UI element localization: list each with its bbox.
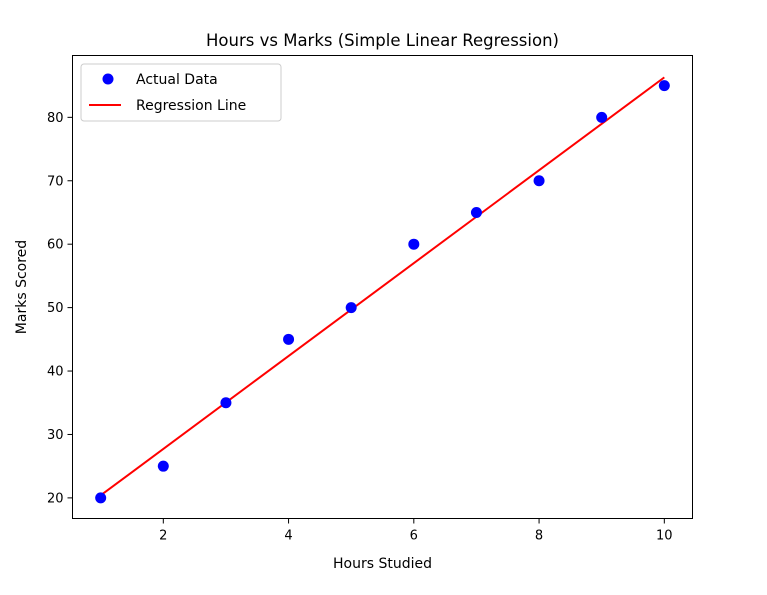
y-axis-label: Marks Scored — [14, 240, 30, 334]
y-tick-label: 20 — [47, 491, 64, 506]
series-layer — [95, 76, 670, 504]
data-point — [220, 397, 232, 409]
y-tick-label: 70 — [47, 174, 64, 189]
x-tick-label: 8 — [535, 529, 543, 544]
y-tick-label: 40 — [47, 365, 64, 380]
x-axis-label: Hours Studied — [333, 556, 432, 572]
data-point — [658, 80, 670, 92]
data-point — [533, 175, 545, 187]
x-tick-label: 2 — [159, 529, 167, 544]
y-tick-label: 50 — [47, 301, 64, 316]
data-point — [345, 302, 357, 314]
data-point — [470, 206, 482, 218]
x-tick-label: 10 — [656, 529, 673, 544]
legend: Actual Data Regression Line — [80, 63, 282, 122]
x-tick-label: 6 — [410, 529, 418, 544]
y-tick-label: 80 — [47, 111, 64, 126]
chart-title: Hours vs Marks (Simple Linear Regression… — [206, 31, 559, 50]
data-point — [408, 238, 420, 250]
regression-line — [100, 76, 665, 497]
data-point — [596, 111, 608, 123]
y-tick-label: 60 — [47, 238, 64, 253]
y-axis: 20 30 40 50 60 70 80 — [47, 111, 73, 506]
legend-label: Regression Line — [136, 98, 246, 114]
y-tick-label: 30 — [47, 428, 64, 443]
data-point — [283, 333, 295, 345]
legend-marker-scatter — [102, 73, 114, 85]
data-point — [157, 460, 169, 472]
plot-area — [72, 55, 693, 519]
legend-frame — [80, 63, 282, 122]
x-tick-label: 4 — [284, 529, 292, 544]
data-point — [95, 492, 107, 504]
legend-label: Actual Data — [136, 72, 218, 88]
x-axis: 2 4 6 8 10 — [159, 518, 673, 544]
